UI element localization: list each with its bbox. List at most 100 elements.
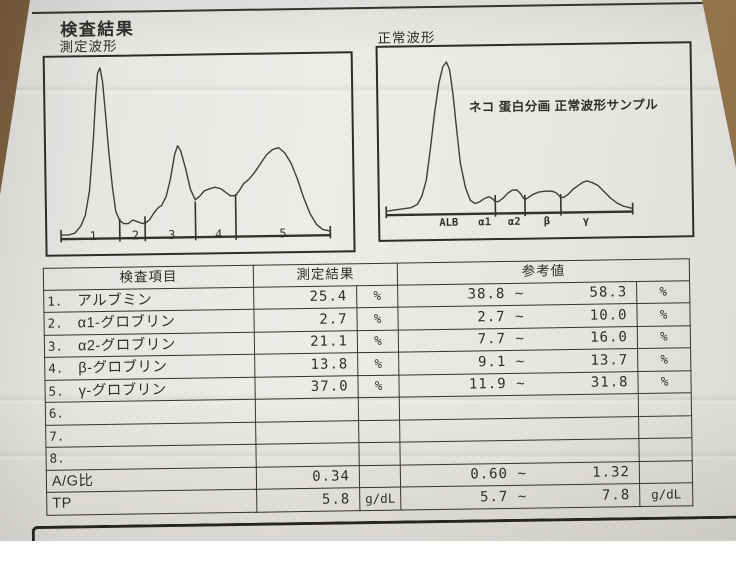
row-number: 7. <box>46 428 64 443</box>
region-divider <box>195 202 196 241</box>
reference-range-wrap <box>400 394 638 419</box>
reference-low: 38.8 <box>398 284 505 306</box>
x-axis-label: 2 <box>132 229 139 243</box>
reference-low: 5.7 <box>401 486 508 508</box>
item-cell: 6. <box>45 399 255 425</box>
reference-low <box>401 452 508 454</box>
reference-tilde: ~ <box>508 464 537 485</box>
reference-range-wrap: 38.8~58.3 <box>398 282 636 307</box>
waveform-trace <box>59 65 331 236</box>
reference-low: 11.9 <box>399 374 506 396</box>
measured-value: 21.1 <box>254 330 357 354</box>
region-divider <box>236 194 237 240</box>
reference-low: 9.1 <box>399 351 506 373</box>
measured-unit: % <box>357 307 398 330</box>
x-axis-label: 1 <box>89 229 96 243</box>
measured-value: 5.8 <box>257 488 360 512</box>
reference-unit <box>639 460 692 483</box>
reference-range-wrap: 0.60~1.32 <box>401 462 639 487</box>
reference-tilde: ~ <box>507 374 536 395</box>
reference-tilde: ~ <box>506 329 535 350</box>
item-cell: 1. アルブミン <box>44 287 254 313</box>
item-name: β-グロブリン <box>78 359 167 376</box>
x-axis-label: β <box>544 215 551 227</box>
reference-tilde: ~ <box>505 284 534 305</box>
normal-waveform-label: 正常波形 <box>377 26 435 47</box>
reference-low <box>400 407 507 409</box>
measured-unit <box>359 420 400 443</box>
reference-range-wrap <box>400 417 638 442</box>
waveform-trace <box>384 59 633 212</box>
item-cell: 7. <box>46 422 256 448</box>
item-cell: 5.γ-グロブリン <box>45 377 255 403</box>
measured-unit <box>358 397 399 420</box>
item-cell: 2. α1-グロブリン <box>44 309 254 335</box>
header-result: 測定結果 <box>253 263 397 287</box>
reference-high: 7.8 <box>537 485 640 507</box>
measured-unit: g/dL <box>360 487 401 510</box>
x-axis-label: γ <box>583 215 590 227</box>
reference-unit <box>639 438 692 461</box>
measured-unit <box>359 465 400 488</box>
item-cell: 8. <box>46 444 256 470</box>
measured-waveform-label: 測定波形 <box>59 35 117 56</box>
row-number: 4. <box>45 361 63 376</box>
item-name: TP <box>52 495 72 511</box>
reference-low: 0.60 <box>401 464 508 486</box>
reference-low <box>400 429 507 431</box>
measured-value: 0.34 <box>256 465 359 489</box>
x-axis-label: 4 <box>215 228 222 242</box>
header-item: 検査項目 <box>43 265 253 290</box>
measured-unit: % <box>357 330 398 353</box>
measured-value <box>255 398 358 422</box>
reference-unit: % <box>637 303 690 326</box>
reference-high <box>536 427 638 429</box>
item-cell: 4. β-グロブリン <box>45 354 255 380</box>
x-axis-label: 3 <box>168 228 175 242</box>
reference-range: 5.7~7.8 <box>401 484 640 510</box>
measured-value: 25.4 <box>254 285 357 309</box>
reference-unit <box>639 415 692 438</box>
measured-value: 2.7 <box>254 308 357 332</box>
item-name: A/G比 <box>52 473 94 490</box>
measured-value: 13.8 <box>255 353 358 377</box>
measured-unit: % <box>357 285 398 308</box>
reference-tilde: ~ <box>508 486 537 507</box>
item-cell: A/G比 <box>46 467 256 493</box>
item-name: α1-グロブリン <box>78 314 176 331</box>
reference-high <box>536 405 638 407</box>
row-number: 1. <box>44 293 62 308</box>
row-number: 6. <box>46 406 64 421</box>
reference-range-wrap: 7.7~16.0 <box>399 327 637 352</box>
reference-unit: g/dL <box>640 483 693 506</box>
reference-unit <box>638 393 691 416</box>
next-section-box <box>32 515 736 569</box>
reference-range-wrap: 11.9~31.8 <box>399 372 637 397</box>
row-number: 2. <box>44 316 62 331</box>
reference-unit: % <box>637 280 690 303</box>
item-name: α2-グロブリン <box>78 336 176 353</box>
reference-unit: % <box>638 348 691 371</box>
x-axis-label: ALB <box>439 217 458 229</box>
reference-high: 16.0 <box>534 327 637 349</box>
reference-range-wrap: 9.1~13.7 <box>399 349 637 374</box>
reference-high: 58.3 <box>534 282 637 304</box>
baseline <box>386 212 632 216</box>
reference-low: 7.7 <box>399 329 506 351</box>
reference-unit: % <box>637 325 690 348</box>
reference-low: 2.7 <box>398 306 505 328</box>
reference-high: 31.8 <box>535 372 638 394</box>
measured-unit: % <box>358 375 399 398</box>
item-cell: TP <box>47 489 257 515</box>
reference-high <box>536 450 638 452</box>
reference-tilde: ~ <box>506 306 535 327</box>
reference-high: 1.32 <box>536 462 639 484</box>
chart-annotation: ネコ 蛋白分画 正常波形サンプル <box>469 94 659 116</box>
row-number: 5. <box>45 383 63 398</box>
reference-high: 10.0 <box>534 305 637 327</box>
item-name: アルブミン <box>77 292 152 309</box>
